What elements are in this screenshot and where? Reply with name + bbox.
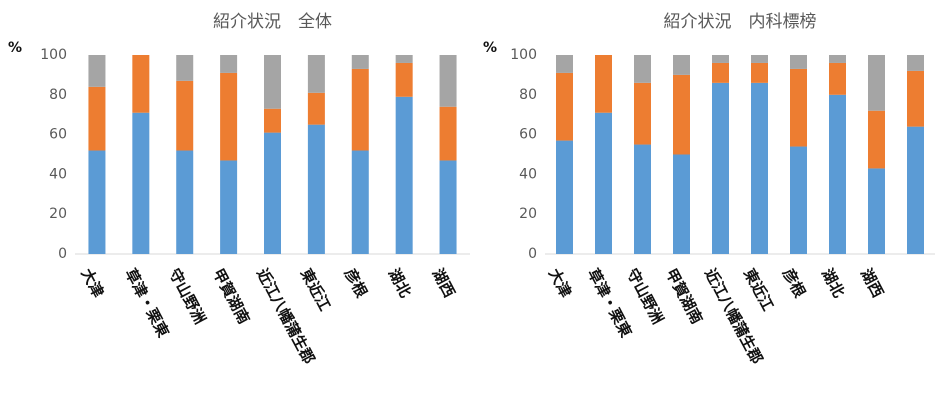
y-tick-label: 40 [519,166,537,182]
y-tick-label: 100 [510,47,537,63]
bar-segment [220,72,238,161]
y-unit: % [483,40,497,56]
y-tick-label: 60 [49,127,67,143]
bar-segment [751,55,768,63]
bar-segment [351,68,369,151]
bar-segment [176,55,194,81]
bar-segment [307,92,325,125]
chart-title: 紹介状況 全体 [213,12,332,32]
bar-segment [907,55,924,71]
bar-segment [751,82,768,254]
x-tick-label: 大津 [545,266,575,301]
x-tick-label: 湖西 [429,266,459,301]
bar-segment [556,140,573,254]
y-unit: % [8,40,22,56]
bar-segment [790,68,807,147]
bar-segment [556,72,573,141]
bar-segment [88,86,106,151]
bar-segment [907,126,924,254]
x-tick-label: 守山野洲 [623,266,667,327]
bar-segment [868,110,885,169]
bar-segment [307,124,325,255]
bar-segment [439,106,457,161]
bar-segment [829,62,846,95]
bar-segment [132,55,150,113]
bar-segment [351,150,369,254]
bar-segment [220,55,238,73]
y-tick-label: 60 [519,127,537,143]
x-tick-label: 湖北 [818,266,848,301]
x-tick-label: 湖北 [385,266,415,301]
bar-segment [351,55,369,69]
bar-segment [868,168,885,254]
bar-segment [395,62,413,97]
x-tick-label: 彦根 [779,266,809,301]
bar-segment [176,80,194,151]
x-tick-label: 大津 [77,266,107,301]
bar-segment [673,74,690,155]
bar-segment [673,55,690,75]
bar-segment [595,55,612,113]
bar-segment [264,55,281,109]
bar-segment [829,94,846,254]
y-tick-label: 40 [49,166,67,182]
bar-segment [439,160,457,254]
x-tick-label: 東近江 [297,266,334,314]
x-tick-label: 彦根 [341,266,371,301]
bar-segment [264,132,281,254]
bar-segment [673,154,690,254]
bar-segment [634,144,651,254]
bar-segment [790,55,807,69]
bar-segment [395,55,413,63]
bar-segment [829,55,846,63]
x-tick-label: 甲賀湖南 [662,266,706,327]
bar-segment [595,112,612,255]
x-tick-label: 守山野洲 [165,266,209,327]
bar-segment [88,150,106,254]
bar-segment [712,82,729,254]
bar-segment [634,82,651,145]
y-tick-label: 20 [519,206,537,222]
y-tick-label: 20 [49,206,67,222]
bar-segment [751,62,768,83]
bar-segment [264,108,281,133]
bar-segment [176,150,194,254]
bar-segment [88,55,106,87]
bar-segment [790,146,807,254]
y-tick-label: 0 [58,246,67,262]
chart-title: 紹介状況 内科標榜 [664,12,817,32]
bar-segment [132,112,150,255]
bar-segment [220,160,238,254]
x-tick-label: 東近江 [740,266,777,314]
x-tick-label: 湖西 [857,266,887,301]
bar-segment [634,55,651,83]
y-tick-label: 0 [528,246,537,262]
bar-segment [712,62,729,83]
y-tick-label: 80 [49,87,67,103]
bar-segment [307,55,325,93]
bar-segment [907,70,924,127]
bar-segment [868,55,885,111]
bar-segment [439,55,457,107]
y-tick-label: 80 [519,87,537,103]
y-tick-label: 100 [40,47,67,63]
bar-segment [712,55,729,63]
bar-segment [556,55,573,73]
x-tick-label: 甲賀湖南 [209,266,253,327]
bar-segment [395,96,413,254]
x-tick-label: 草津・栗東 [121,266,172,341]
